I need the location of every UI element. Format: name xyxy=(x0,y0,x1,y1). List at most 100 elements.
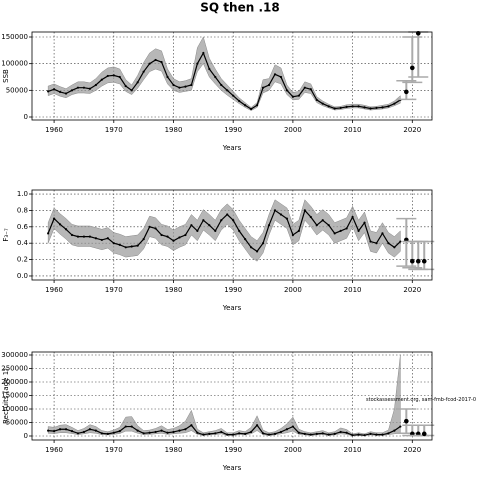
estimate-point xyxy=(244,237,247,241)
estimate-point xyxy=(303,209,306,212)
estimate-point xyxy=(333,107,336,110)
estimate-point xyxy=(124,246,127,249)
estimate-point xyxy=(202,51,205,55)
x-tick-label: 2000 xyxy=(284,446,302,454)
y-axis-label: SSB xyxy=(2,69,10,83)
estimate-point xyxy=(226,433,229,436)
estimate-point xyxy=(351,434,354,437)
estimate-point xyxy=(339,106,342,110)
estimate-point xyxy=(142,237,145,241)
estimate-point xyxy=(166,235,169,238)
estimate-point xyxy=(184,85,187,88)
estimate-point xyxy=(76,86,80,89)
estimate-point xyxy=(291,95,294,98)
estimate-point xyxy=(94,237,97,240)
estimate-point xyxy=(309,215,312,219)
y-axis-label: Recruits (age 1) xyxy=(2,368,10,424)
estimate-point xyxy=(369,107,372,110)
estimate-point xyxy=(375,433,378,436)
estimate-point xyxy=(106,237,109,240)
estimate-point xyxy=(333,232,336,235)
y-tick-label: 150000 xyxy=(1,33,28,41)
estimate-point xyxy=(88,235,92,238)
estimate-point xyxy=(47,90,50,93)
estimate-point xyxy=(250,430,253,434)
estimate-point xyxy=(327,433,330,436)
estimate-point xyxy=(232,433,235,436)
estimate-line xyxy=(47,51,401,110)
y-tick-label: 0.8 xyxy=(17,206,28,214)
estimate-point xyxy=(130,89,133,92)
estimate-point xyxy=(118,430,121,433)
estimate-point xyxy=(136,244,139,247)
estimate-point xyxy=(166,431,169,434)
forecast-point xyxy=(409,65,415,71)
estimate-point xyxy=(351,215,354,219)
y-tick-label: 100000 xyxy=(1,405,28,413)
estimate-point xyxy=(321,432,324,435)
plot-frame xyxy=(31,189,433,281)
estimate-point xyxy=(130,245,133,248)
estimate-point xyxy=(64,92,68,95)
estimate-point xyxy=(351,105,354,108)
estimate-point xyxy=(327,105,330,108)
estimate-point xyxy=(321,219,324,222)
estimate-point xyxy=(357,433,360,436)
estimate-point xyxy=(214,229,217,233)
y-tick-label: 50000 xyxy=(6,418,28,426)
estimate-point xyxy=(255,424,259,427)
estimate-point xyxy=(226,213,229,216)
estimate-point xyxy=(273,73,277,76)
x-tick-label: 2020 xyxy=(403,446,421,454)
x-tick-label: 2020 xyxy=(403,126,421,134)
estimate-point xyxy=(70,89,74,92)
estimate-point xyxy=(315,224,318,227)
estimate-point xyxy=(166,75,169,79)
estimate-point xyxy=(136,429,139,432)
x-axis-label: Years xyxy=(222,144,242,152)
x-tick-label: 1990 xyxy=(224,446,242,454)
estimate-point xyxy=(100,432,103,435)
x-tick-label: 1980 xyxy=(165,286,183,294)
estimate-point xyxy=(363,106,366,109)
estimate-point xyxy=(82,86,86,89)
x-tick-label: 1960 xyxy=(45,446,63,454)
estimate-point xyxy=(202,433,205,436)
y-tick-label: 0.2 xyxy=(17,256,28,264)
x-tick-label: 2020 xyxy=(403,286,421,294)
estimate-point xyxy=(214,432,217,435)
estimate-point xyxy=(220,219,223,222)
estimate-point xyxy=(393,102,396,105)
estimate-point xyxy=(363,434,366,437)
estimate-point xyxy=(52,430,56,433)
y-tick-label: 1.0 xyxy=(17,190,28,198)
forecast-point xyxy=(421,258,427,264)
estimate-point xyxy=(255,104,259,107)
x-tick-label: 1990 xyxy=(224,126,242,134)
estimate-point xyxy=(106,432,109,435)
estimate-point xyxy=(47,429,50,432)
y-tick-label: 300000 xyxy=(1,351,28,359)
estimate-point xyxy=(148,225,151,228)
estimate-point xyxy=(112,74,115,77)
estimate-point xyxy=(244,104,247,107)
x-tick-label: 2010 xyxy=(344,446,362,454)
estimate-point xyxy=(64,428,68,431)
estimate-point xyxy=(160,429,163,432)
estimate-point xyxy=(327,224,330,227)
estimate-point xyxy=(261,242,265,245)
estimate-point xyxy=(94,83,97,87)
estimate-point xyxy=(208,224,211,227)
estimate-point xyxy=(297,229,300,233)
estimate-point xyxy=(178,86,181,89)
estimate-point xyxy=(58,90,62,94)
estimate-point xyxy=(369,432,372,435)
estimate-point xyxy=(148,62,151,65)
estimate-point xyxy=(118,75,121,79)
estimate-point xyxy=(273,432,277,435)
estimate-point xyxy=(196,431,199,434)
estimate-point xyxy=(255,250,259,253)
annotation: stockassessment.org, sam-fmb-fcod-2017-0 xyxy=(366,397,476,403)
estimate-point xyxy=(160,60,163,64)
estimate-point xyxy=(94,429,97,432)
